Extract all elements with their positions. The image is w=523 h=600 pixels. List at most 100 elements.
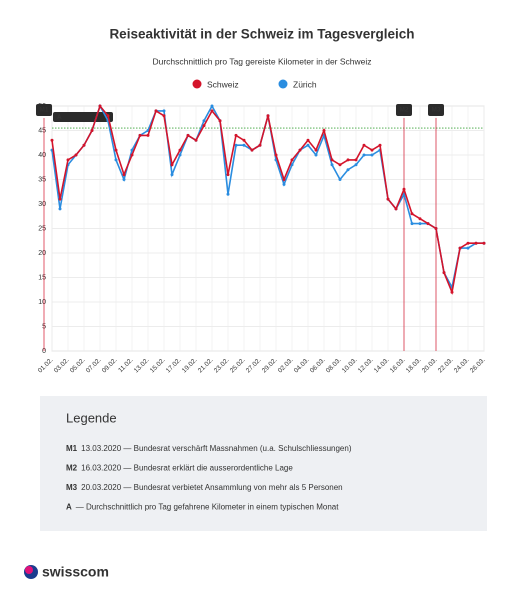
event-marker-box xyxy=(428,104,444,116)
data-point xyxy=(362,153,366,157)
data-point xyxy=(370,153,374,157)
data-point xyxy=(410,212,414,216)
x-tick-label: 23.02. xyxy=(213,357,231,375)
data-point xyxy=(330,163,334,167)
x-tick-label: 18.03. xyxy=(405,357,423,375)
data-point xyxy=(330,158,334,162)
data-point xyxy=(202,124,206,128)
brand: swisscom xyxy=(42,564,109,580)
y-tick-label: 45 xyxy=(38,127,46,134)
y-tick-label: 10 xyxy=(38,299,46,306)
x-tick-label: 06.03. xyxy=(309,357,327,375)
event-marker-box xyxy=(396,104,412,116)
x-tick-label: 16.03. xyxy=(389,357,407,375)
data-point xyxy=(474,241,478,245)
x-tick-label: 17.02. xyxy=(165,357,183,375)
data-point xyxy=(170,163,174,167)
logo: swisscom xyxy=(24,564,109,580)
data-point xyxy=(394,207,398,211)
chart-subtitle: Durchschnittlich pro Tag gereiste Kilome… xyxy=(152,56,371,66)
data-point xyxy=(258,143,262,147)
data-point xyxy=(50,138,54,142)
data-point xyxy=(370,148,374,152)
series xyxy=(50,104,486,296)
x-tick-label: 09.02. xyxy=(101,357,119,375)
data-point xyxy=(402,187,406,191)
legend-note-code: M2 xyxy=(66,464,78,473)
x-tick-label: 04.03. xyxy=(293,357,311,375)
data-point xyxy=(322,129,326,132)
data-point xyxy=(178,153,182,157)
data-point xyxy=(314,153,318,157)
data-point xyxy=(202,119,206,123)
data-point xyxy=(154,109,158,113)
data-point xyxy=(314,148,318,152)
data-point xyxy=(114,158,118,162)
data-point xyxy=(114,148,118,152)
data-point xyxy=(354,163,358,167)
y-tick-label: 35 xyxy=(38,176,46,183)
data-point xyxy=(122,178,126,181)
data-point xyxy=(410,222,414,226)
data-point xyxy=(74,153,78,157)
legend-note: M2 16.03.2020 — Bundesrat erklärt die aus… xyxy=(66,464,293,473)
x-tick-label: 25.02. xyxy=(229,357,247,375)
x-tick-label: 10.03. xyxy=(341,357,359,375)
x-tick-label: 14.03. xyxy=(373,357,391,375)
legend-note: M3 20.03.2020 — Bundesrat verbietet Ansam… xyxy=(66,483,343,492)
data-point xyxy=(242,143,246,147)
data-point xyxy=(362,143,366,147)
series-line xyxy=(51,104,484,296)
data-point xyxy=(66,158,70,162)
legend-swatch xyxy=(192,79,202,89)
x-tick-label: 03.02. xyxy=(53,357,71,375)
data-point xyxy=(266,114,270,118)
x-tick-label: 20.03. xyxy=(421,357,439,375)
data-point xyxy=(146,133,150,137)
legend-note-text: 13.03.2020 — Bundesrat verschärft Massna… xyxy=(81,444,352,453)
event-marker-label: M3 xyxy=(431,107,440,114)
data-point xyxy=(90,129,94,132)
legend-note-code: M3 xyxy=(66,483,78,492)
data-point xyxy=(58,207,62,211)
data-point xyxy=(234,133,238,137)
data-point xyxy=(162,109,166,113)
data-point xyxy=(346,158,350,162)
data-point xyxy=(186,133,190,137)
data-point xyxy=(162,114,166,118)
data-point xyxy=(458,246,462,250)
data-point xyxy=(138,133,142,137)
legend-swatch xyxy=(278,79,288,89)
data-point xyxy=(306,138,310,142)
data-point xyxy=(466,241,470,245)
data-point xyxy=(170,173,174,177)
x-tick-label: 08.03. xyxy=(325,357,343,375)
data-point xyxy=(226,192,230,196)
data-point xyxy=(130,153,134,157)
legend-note-code: M1 xyxy=(66,444,78,453)
data-point xyxy=(306,143,310,147)
data-point xyxy=(58,197,62,201)
data-point xyxy=(434,227,438,230)
data-point xyxy=(98,104,102,108)
data-point xyxy=(354,158,358,162)
data-point xyxy=(178,148,182,152)
data-point xyxy=(274,153,278,157)
data-point xyxy=(378,143,382,147)
x-tick-label: 12.03. xyxy=(357,357,375,375)
data-point xyxy=(466,246,470,250)
data-point xyxy=(282,182,286,186)
y-tick-label: 30 xyxy=(38,201,46,208)
x-tick-label: 02.03. xyxy=(277,357,295,375)
data-point xyxy=(82,143,86,147)
x-tick-label: 21.02. xyxy=(197,357,215,375)
legend-label: Schweiz xyxy=(207,79,239,89)
data-point xyxy=(250,148,254,152)
data-point xyxy=(338,163,342,167)
data-point xyxy=(242,138,246,142)
series-line xyxy=(51,103,484,290)
data-point xyxy=(194,138,198,142)
data-point xyxy=(290,163,294,167)
data-point xyxy=(298,148,302,152)
legend-note-text: 16.03.2020 — Bundesrat erklärt die ausse… xyxy=(81,464,293,473)
